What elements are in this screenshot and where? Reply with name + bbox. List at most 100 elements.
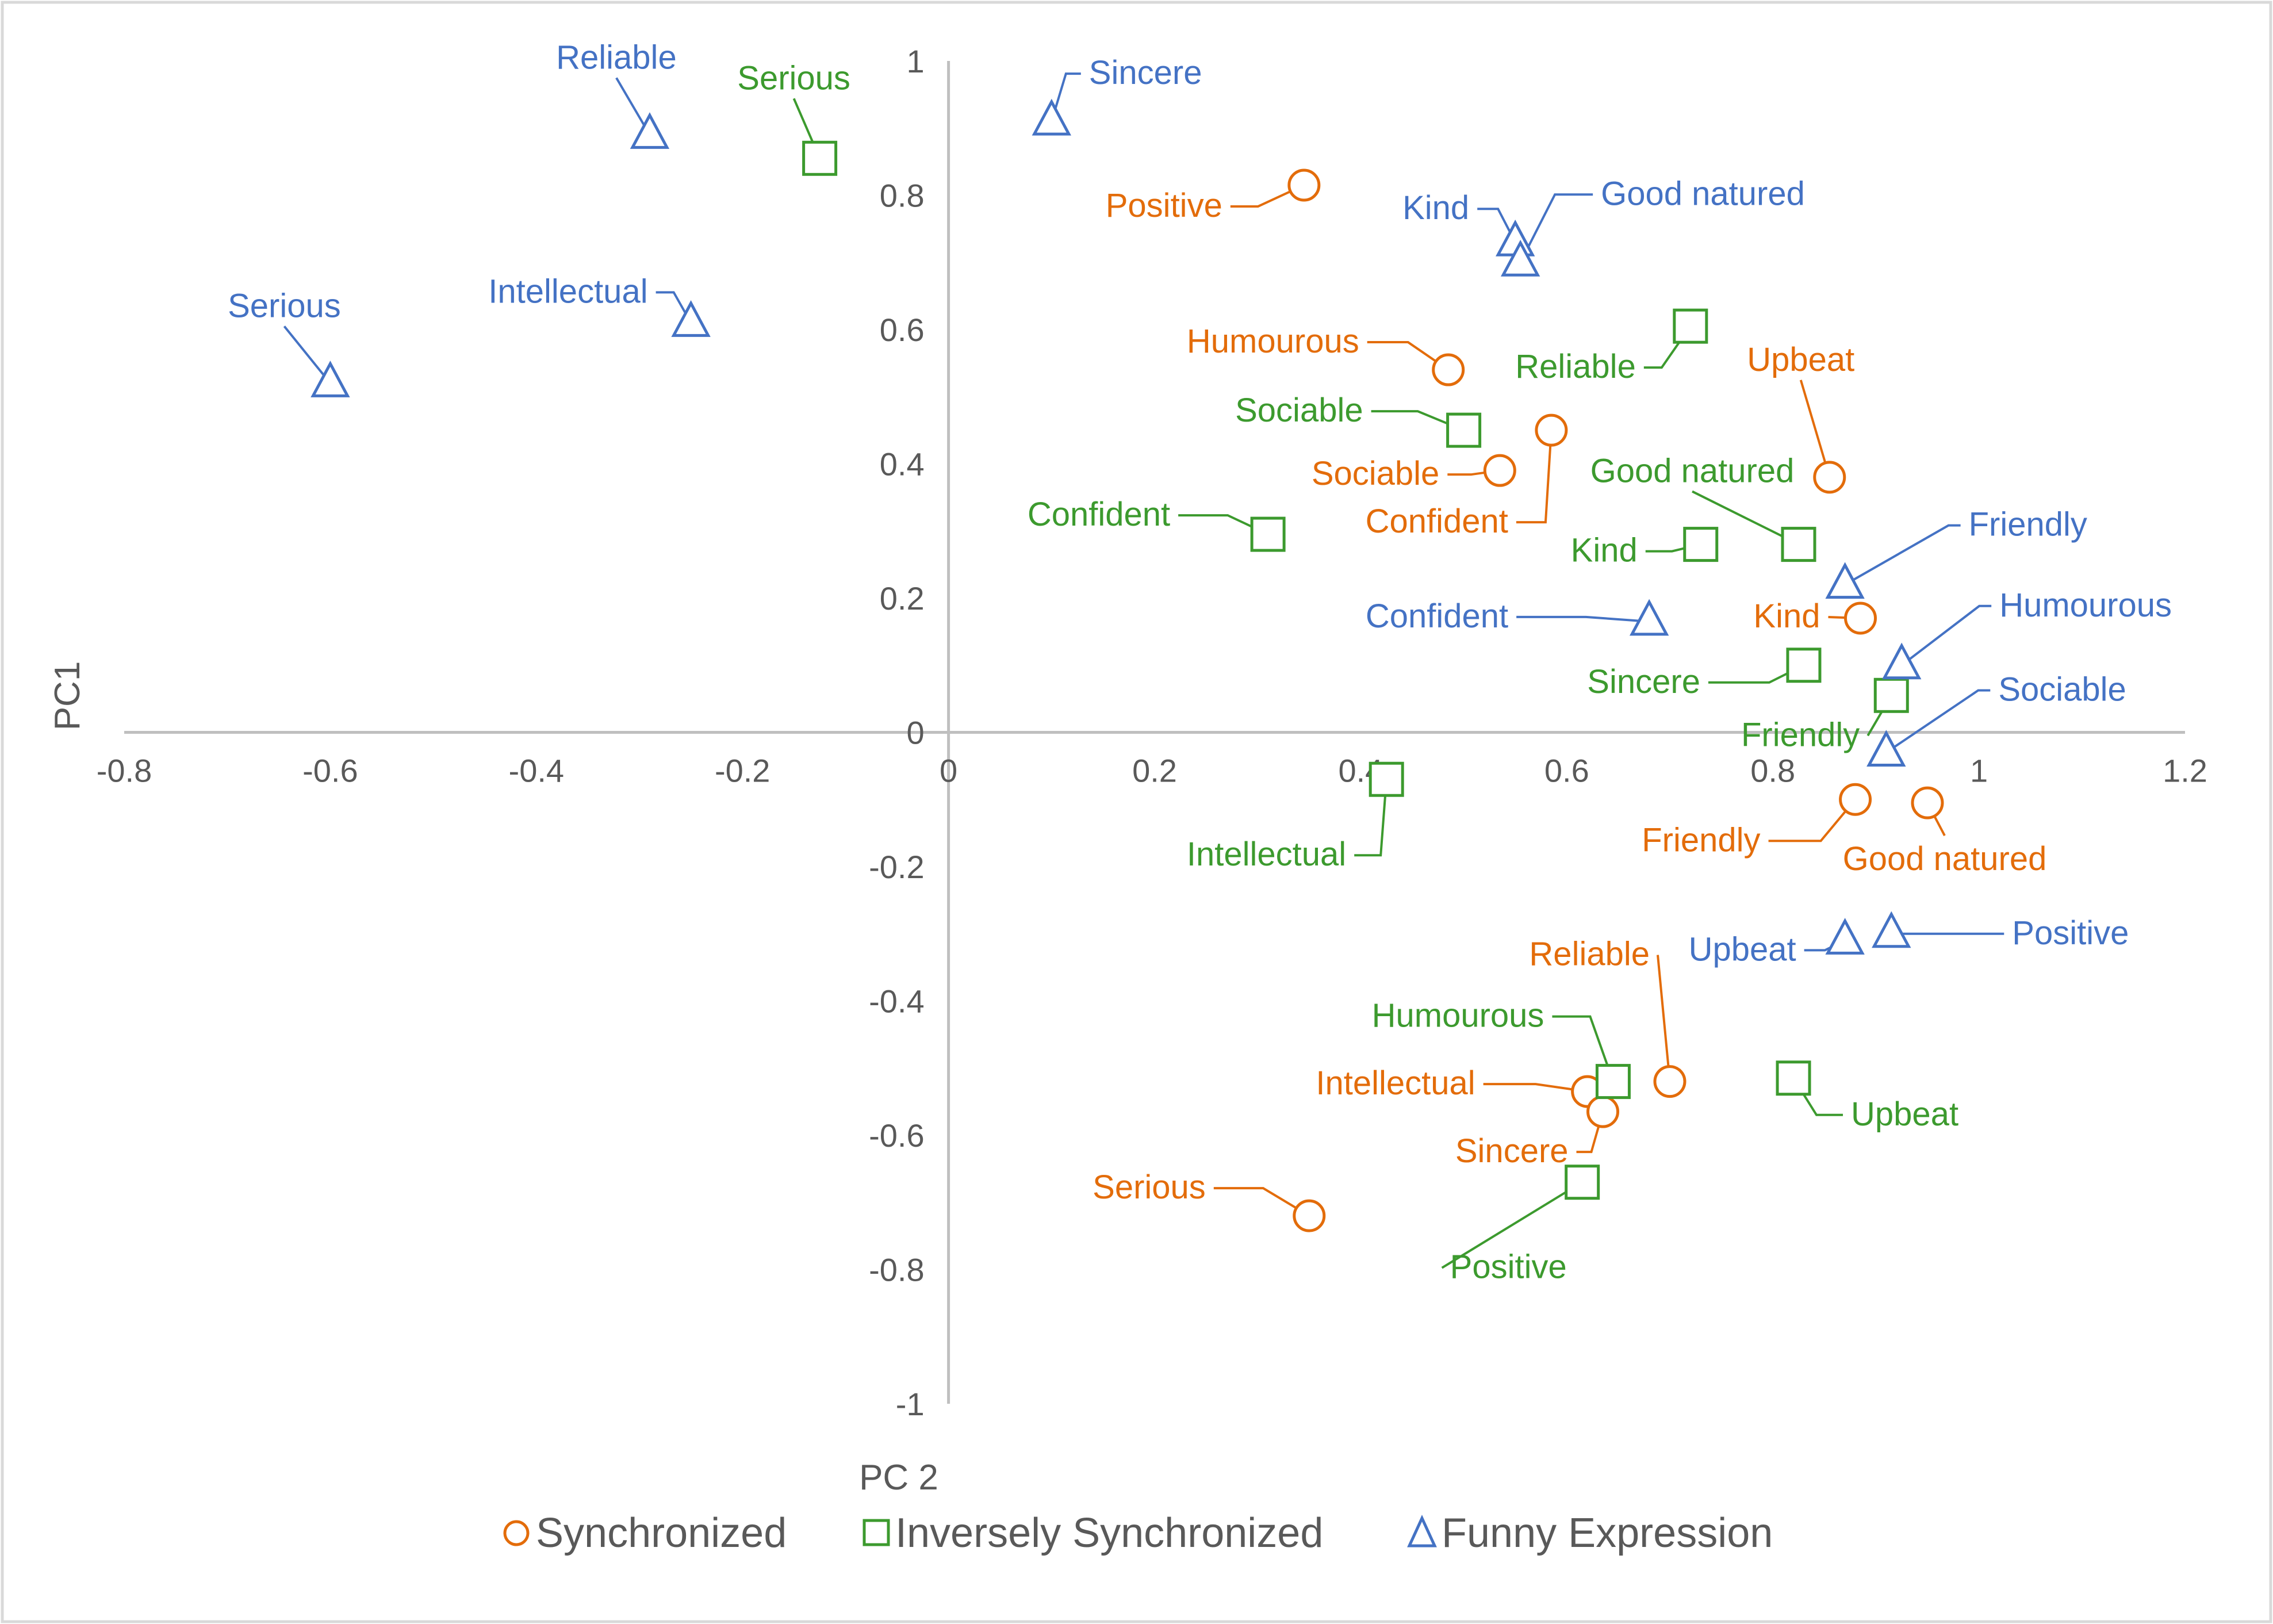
synchronized-serious-marker (1293, 1199, 1326, 1232)
funny-expression-upbeat-label: Upbeat (1689, 930, 1796, 968)
y-tick-label: 0 (906, 715, 924, 751)
inversely-synchronized-humourous-leader (1552, 1015, 1615, 1082)
synchronized-confident-marker (1535, 413, 1568, 447)
synchronized-good-natured-label: Good natured (1843, 840, 2047, 878)
inversely-synchronized-intellectual-marker (1369, 761, 1404, 797)
synchronized-confident-leader (1516, 430, 1553, 524)
funny-expression-intellectual-marker (671, 300, 711, 337)
synchronized-positive-leader (1230, 184, 1305, 208)
synchronized-friendly-label: Friendly (1642, 821, 1760, 859)
synchronized-humourous-marker (1432, 353, 1465, 386)
inversely-synchronized-good-natured-marker (1781, 527, 1816, 562)
legend-funny-expression-icon (1407, 1514, 1437, 1548)
inversely-synchronized-positive-label: Positive (1450, 1248, 1567, 1286)
legend: Synchronized Inversely Synchronized Funny … (503, 1510, 1773, 1556)
inversely-synchronized-reliable-label: Reliable (1515, 348, 1636, 385)
x-tick-label: 0 (940, 753, 957, 789)
synchronized-upbeat-leader (1799, 380, 1831, 478)
synchronized-positive-marker (1287, 168, 1321, 202)
synchronized-sociable-marker (1483, 454, 1516, 487)
funny-expression-intellectual-label: Intellectual (488, 273, 647, 310)
y-tick-label: -0.2 (869, 849, 925, 885)
inversely-synchronized-sincere-label: Sincere (1587, 663, 1700, 700)
synchronized-confident-label: Confident (1366, 503, 1508, 540)
y-tick-label: -0.6 (869, 1117, 925, 1154)
funny-expression-kind-label: Kind (1402, 189, 1469, 227)
funny-expression-confident-marker (1629, 599, 1669, 636)
funny-expression-serious-label: Serious (228, 287, 341, 324)
y-tick-label: 0.6 (880, 312, 925, 348)
inversely-synchronized-intellectual-leader (1354, 779, 1388, 857)
funny-expression-positive-label: Positive (2012, 914, 2129, 952)
synchronized-serious-leader (1213, 1187, 1310, 1217)
synchronized-intellectual-leader (1483, 1083, 1588, 1093)
funny-expression-upbeat-marker (1825, 918, 1865, 955)
funny-expression-good-natured-label: Good natured (1601, 175, 1805, 212)
synchronized-serious-label: Serious (1093, 1169, 1206, 1206)
funny-expression-sincere-leader (1050, 72, 1081, 122)
x-tick-label: 0.2 (1132, 753, 1177, 789)
synchronized-kind-label: Kind (1753, 597, 1820, 635)
synchronized-reliable-label: Reliable (1529, 936, 1650, 973)
inversely-synchronized-confident-label: Confident (1028, 496, 1170, 533)
synchronized-good-natured-marker (1911, 786, 1944, 819)
legend-synchronized-label: Synchronized (536, 1510, 787, 1556)
legend-inversely-synchronized-icon (863, 1519, 890, 1546)
inversely-synchronized-serious-label: Serious (737, 59, 850, 97)
funny-expression-sociable-label: Sociable (1998, 671, 2126, 708)
inversely-synchronized-sociable-label: Sociable (1235, 392, 1363, 429)
data-markers (311, 98, 1944, 1232)
funny-expression-friendly-label: Friendly (1969, 506, 2087, 543)
synchronized-positive-label: Positive (1106, 187, 1222, 224)
funny-expression-good-natured-marker (1500, 239, 1540, 277)
x-tick-label: 0.8 (1750, 753, 1795, 789)
legend-funny-expression-label: Funny Expression (1442, 1510, 1773, 1556)
funny-expression-friendly-leader (1844, 524, 1961, 586)
funny-expression-sociable-marker (1866, 730, 1906, 767)
data-labels: Positive Humourous Confident Sociable Upbeat… (228, 39, 2172, 1285)
synchronized-reliable-marker (1653, 1065, 1686, 1098)
funny-expression-confident-label: Confident (1366, 597, 1508, 635)
legend-inversely-synchronized-label: Inversely Synchronized (895, 1510, 1323, 1556)
inversely-synchronized-sociable-marker (1446, 412, 1482, 448)
inversely-synchronized-friendly-label: Friendly (1741, 716, 1860, 753)
y-tick-label: 0.4 (880, 446, 925, 482)
x-tick-label: -0.6 (302, 753, 358, 789)
y-axis-title: PC1 (48, 661, 87, 731)
funny-expression-sincere-label: Sincere (1089, 54, 1202, 91)
x-tick-label: -0.8 (97, 753, 152, 789)
funny-expression-serious-marker (311, 361, 350, 397)
y-tick-label: -0.4 (869, 983, 925, 1020)
synchronized-upbeat-label: Upbeat (1747, 341, 1854, 378)
funny-expression-humourous-label: Humourous (1999, 587, 2172, 624)
legend-synchronized-icon (503, 1520, 530, 1546)
y-tick-label: 1 (906, 43, 924, 79)
y-tick-label: -1 (896, 1386, 925, 1422)
x-tick-label: 1.2 (2163, 753, 2207, 789)
inversely-synchronized-serious-marker (802, 140, 838, 176)
inversely-synchronized-good-natured-leader (1692, 490, 1799, 546)
funny-expression-friendly-marker (1825, 562, 1865, 599)
x-tick-label: 1 (1970, 753, 1988, 789)
inversely-synchronized-positive-leader (1441, 1181, 1583, 1269)
inversely-synchronized-good-natured-label: Good natured (1590, 453, 1795, 490)
inversely-synchronized-positive-marker (1565, 1165, 1600, 1200)
synchronized-kind-marker (1844, 602, 1877, 635)
funny-expression-humourous-leader (1900, 604, 1992, 667)
y-tick-label: 0.2 (880, 580, 925, 616)
y-tick-label: -0.8 (869, 1252, 925, 1288)
y-tick-label: 0.8 (880, 178, 925, 214)
funny-expression-positive-marker (1872, 911, 1911, 948)
x-tick-label: 0.6 (1544, 753, 1589, 789)
synchronized-friendly-leader (1768, 798, 1857, 842)
synchronized-reliable-leader (1657, 955, 1671, 1082)
synchronized-humourous-label: Humourous (1187, 323, 1359, 360)
x-tick-label: -0.2 (715, 753, 771, 789)
inversely-synchronized-sincere-marker (1786, 648, 1822, 683)
inversely-synchronized-friendly-marker (1873, 677, 1909, 713)
inversely-synchronized-upbeat-marker (1776, 1060, 1811, 1096)
synchronized-sociable-label: Sociable (1312, 455, 1439, 492)
funny-expression-good-natured-leader (1519, 193, 1593, 263)
